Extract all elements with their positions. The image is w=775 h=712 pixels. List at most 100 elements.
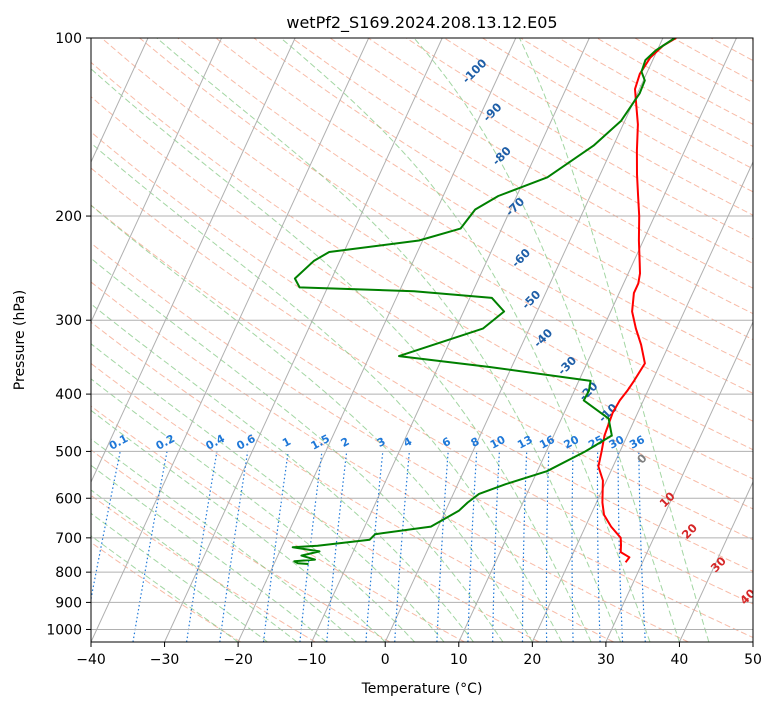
y-tick-label: 100 <box>55 31 82 47</box>
isotherm-line <box>0 38 222 642</box>
mixing-ratio-label: 0.1 <box>107 432 130 453</box>
dry-adiabat-line <box>368 38 775 642</box>
x-tick-label: 50 <box>744 652 762 668</box>
moist-adiabat-line <box>0 38 326 642</box>
moist-adiabat-line <box>0 38 297 642</box>
isotherm-label: -50 <box>519 287 544 312</box>
x-tick-label: −40 <box>76 652 106 668</box>
mixing-ratio-line <box>493 451 500 642</box>
x-tick-label: 40 <box>671 652 689 668</box>
x-tick-label: 10 <box>450 652 468 668</box>
dry-adiabat-line <box>0 38 241 642</box>
y-axis-label: Pressure (hPa) <box>12 290 28 390</box>
dry-adiabat-line <box>63 38 775 642</box>
isotherm-line <box>679 38 775 642</box>
mixing-ratio-label: 16 <box>537 433 557 452</box>
isotherm-line <box>165 38 443 642</box>
isotherm-label: -70 <box>503 194 528 219</box>
dry-adiabat-line <box>0 38 775 642</box>
mixing-ratio-line <box>220 451 248 642</box>
x-axis-label: Temperature (°C) <box>361 681 483 697</box>
dry-adiabat-line <box>0 38 775 642</box>
isotherm-label: -90 <box>480 100 505 125</box>
dry-adiabat-line <box>0 38 539 642</box>
mixing-ratio-line <box>598 451 601 642</box>
moist-adiabat-line <box>0 38 503 642</box>
isotherm-label: 0 <box>634 451 650 467</box>
x-tick-label: 20 <box>523 652 541 668</box>
x-tick-label: −20 <box>223 652 253 668</box>
x-tick-label: −10 <box>297 652 327 668</box>
isotherm-line <box>532 38 775 642</box>
mixing-ratio-line <box>83 451 120 642</box>
dry-adiabat-line <box>178 38 775 642</box>
mixing-ratio-label: 0.6 <box>234 432 258 453</box>
y-tick-label: 300 <box>55 313 82 329</box>
plot-frame <box>91 38 753 642</box>
mixing-ratio-label: 1.5 <box>309 432 332 453</box>
dry-adiabat-line <box>483 38 775 642</box>
y-tick-label: 500 <box>55 444 82 460</box>
mixing-ratio-line <box>572 451 573 642</box>
y-tick-label: 700 <box>55 531 82 547</box>
plot-background-lines <box>0 38 775 642</box>
moist-adiabat-line <box>0 38 356 642</box>
mixing-ratio-label: 0.2 <box>154 432 177 453</box>
dry-adiabat-line <box>0 38 315 642</box>
isotherm-line <box>459 38 737 642</box>
mixing-ratio-line <box>264 451 289 642</box>
isotherm-label: -80 <box>489 144 514 169</box>
moist-adiabat-line <box>0 38 238 642</box>
mixing-ratio-label: 10 <box>488 433 508 452</box>
y-tick-label: 400 <box>55 387 82 403</box>
dry-adiabat-line <box>673 38 775 642</box>
isotherm-label: -60 <box>509 246 534 271</box>
dry-adiabat-line <box>559 38 775 642</box>
dry-adiabat-line <box>102 38 775 642</box>
isotherm-line <box>753 38 775 642</box>
mixing-ratio-label: 20 <box>562 433 582 452</box>
x-tick-label: −30 <box>150 652 180 668</box>
y-tick-label: 800 <box>55 565 82 581</box>
mixing-ratio-label: 6 <box>440 435 453 450</box>
chart-title: wetPf2_S169.2024.208.13.12.E05 <box>286 13 557 33</box>
dry-adiabat-line <box>444 38 775 642</box>
isotherm-label: 40 <box>737 586 758 607</box>
mixing-ratio-label: 1 <box>280 435 293 450</box>
isotherm-line <box>238 38 516 642</box>
moist-adiabat-line <box>0 38 268 642</box>
dry-adiabat-line <box>254 38 775 642</box>
isotherm-line <box>606 38 775 642</box>
y-tick-label: 600 <box>55 491 82 507</box>
y-tick-label: 1000 <box>46 622 82 638</box>
mixing-ratio-line <box>366 451 383 642</box>
moist-adiabat-line <box>0 38 474 642</box>
dry-adiabat-line <box>216 38 775 642</box>
isotherm-line <box>0 38 1 642</box>
mixing-ratio-line <box>437 451 448 642</box>
moist-adiabat-line <box>0 38 562 642</box>
mixing-ratio-line <box>546 451 548 642</box>
y-tick-label: 200 <box>55 209 82 225</box>
x-tick-label: 0 <box>381 652 390 668</box>
isotherm-line <box>17 38 295 642</box>
mixing-ratio-line <box>133 451 167 642</box>
isotherm-label: 20 <box>679 521 700 542</box>
mixing-ratio-label: 13 <box>515 433 535 452</box>
mixing-ratio-label: 0.4 <box>204 432 228 453</box>
y-tick-label: 900 <box>55 595 82 611</box>
mixing-ratio-label: 4 <box>401 435 414 450</box>
mixing-ratio-line <box>523 451 527 642</box>
isotherm-label: -30 <box>555 353 580 378</box>
dry-adiabat-line <box>140 38 775 642</box>
mixing-ratio-line <box>395 451 410 642</box>
dry-adiabat-line <box>597 38 775 642</box>
x-tick-label: 30 <box>597 652 615 668</box>
mixing-ratio-line <box>187 451 217 642</box>
mixing-ratio-line <box>327 451 347 642</box>
dry-adiabat-line <box>330 38 775 642</box>
mixing-ratio-label: 2 <box>339 435 352 450</box>
dry-adiabat-line <box>0 38 775 642</box>
